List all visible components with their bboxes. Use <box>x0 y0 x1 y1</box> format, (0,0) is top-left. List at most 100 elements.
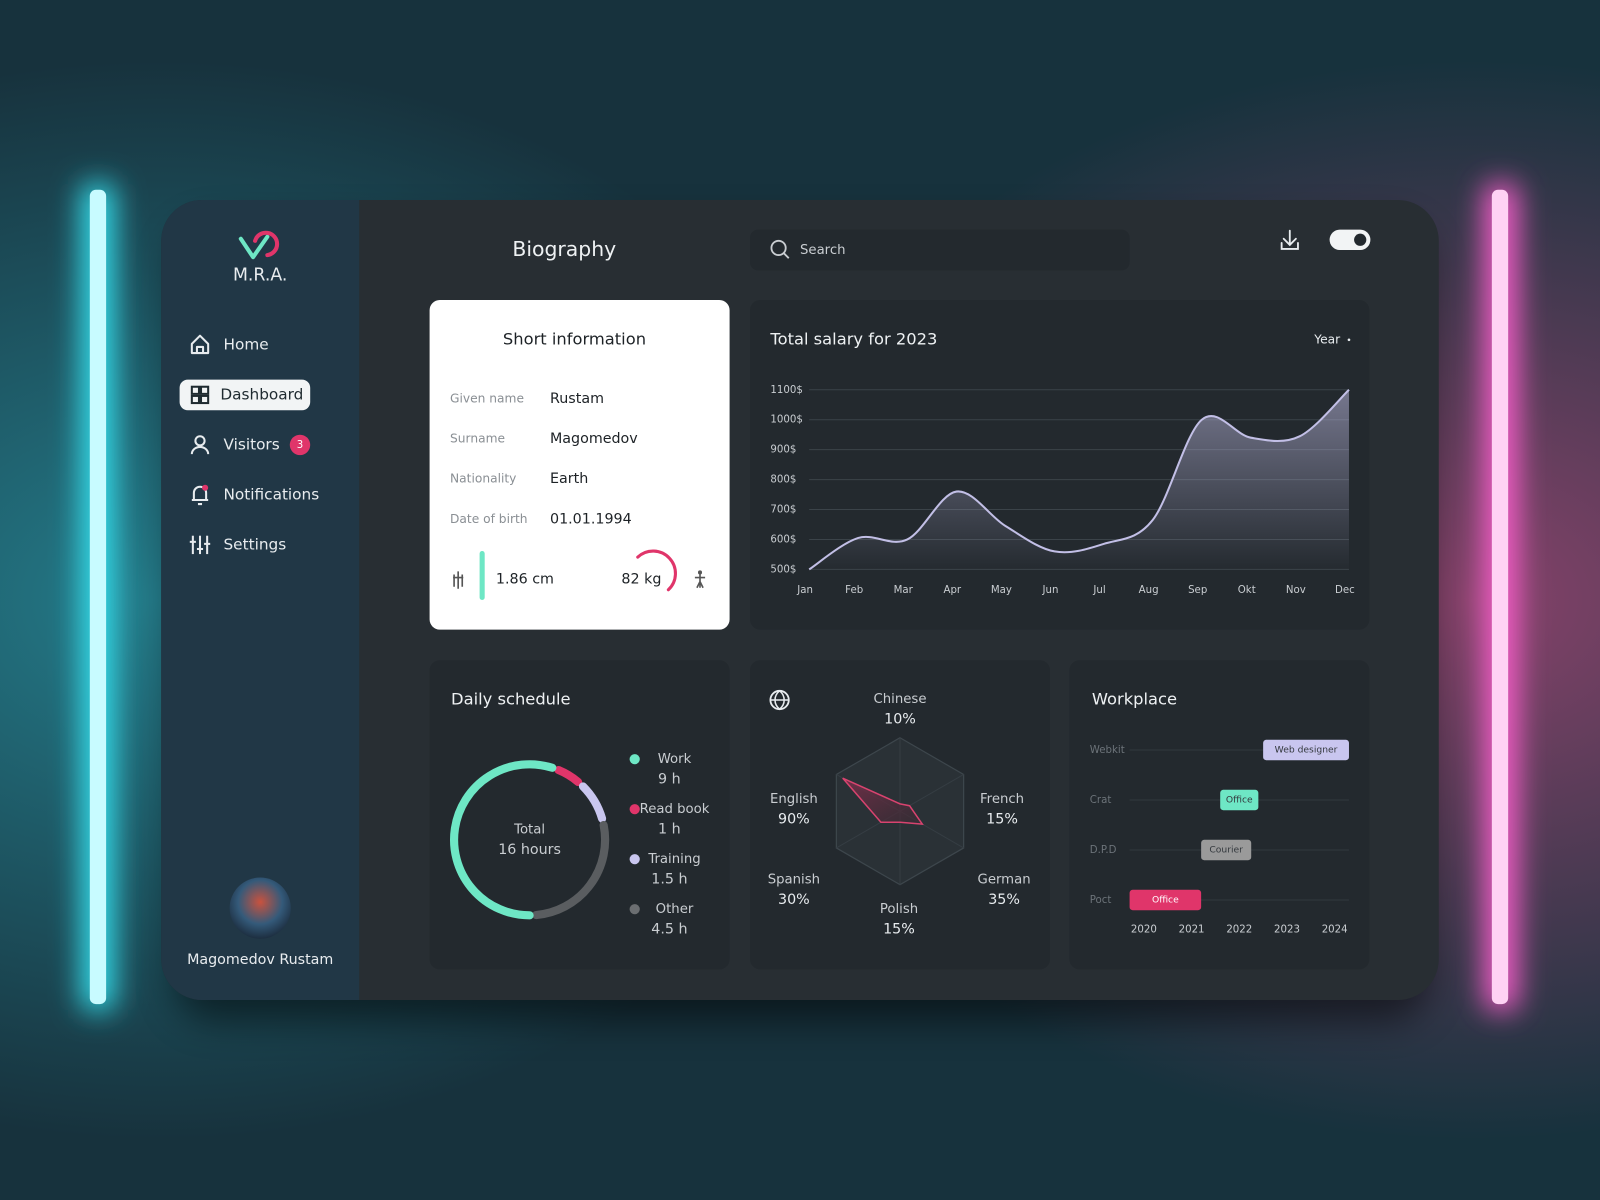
y-tick-label: 800$ <box>770 475 796 486</box>
period-label: Year <box>1313 332 1341 346</box>
home-icon <box>190 334 210 355</box>
donut-center-value: 16 hours <box>498 842 561 858</box>
search-field <box>750 229 1130 271</box>
period-selector[interactable]: Year <box>1313 332 1351 346</box>
nav-label: Notifications <box>223 485 319 503</box>
donut-segment <box>554 765 583 787</box>
page-title: Biography <box>512 237 616 261</box>
user-name: Magomedov Rustam <box>187 952 333 968</box>
y-tick-label: 1100$ <box>770 385 802 396</box>
language-value: 15% <box>883 922 915 938</box>
legend-name: Other <box>656 902 694 917</box>
y-tick-label: 900$ <box>770 445 796 456</box>
nav-active-pill <box>179 379 311 411</box>
nav-item[interactable]: Settings <box>189 535 286 555</box>
nav-item[interactable]: Home <box>190 334 269 355</box>
user-avatar <box>229 877 291 939</box>
bar-label: Office <box>1226 795 1253 806</box>
height-bar <box>479 551 485 600</box>
y-tick-label: 600$ <box>770 534 796 545</box>
language-value: 90% <box>778 811 810 827</box>
legend-value: 9 h <box>658 772 681 788</box>
legend-name: Read book <box>640 802 710 817</box>
legend-dot <box>629 904 640 915</box>
legend-name: Work <box>658 752 692 767</box>
pink-neon-tube <box>1491 189 1509 1005</box>
info-value: Earth <box>550 471 588 487</box>
x-tick-label: Jul <box>1092 585 1105 596</box>
language-value: 15% <box>986 811 1018 827</box>
height-icon <box>453 571 464 589</box>
search-icon <box>770 239 787 257</box>
timeline-bar <box>1220 789 1259 811</box>
info-value: Magomedov <box>550 431 638 447</box>
grid-icon-cell <box>190 385 200 395</box>
bar-label: Office <box>1152 895 1179 906</box>
weight-gauge <box>636 549 677 592</box>
language-name: Polish <box>880 902 918 917</box>
user-icon-body <box>190 445 210 455</box>
legend-value: 1 h <box>658 822 681 838</box>
language-value: 35% <box>988 892 1020 908</box>
salary-line <box>808 389 1350 571</box>
donut-segment <box>532 820 610 920</box>
donut-segment <box>450 760 557 920</box>
language-name: Spanish <box>768 873 820 888</box>
info-label: Nationality <box>450 472 516 486</box>
x-tick-label: Apr <box>944 585 962 596</box>
nav-label: Dashboard <box>220 385 303 403</box>
nav-item[interactable]: Notifications <box>191 484 319 506</box>
download-button[interactable] <box>1280 229 1299 250</box>
grid-icon-cell <box>190 394 200 405</box>
nav-label: Visitors <box>223 435 279 453</box>
short-info-card <box>429 300 730 630</box>
language-value: 30% <box>778 892 810 908</box>
info-label: Date of birth <box>450 512 528 526</box>
x-tick-label: Jun <box>1042 585 1059 596</box>
bar-label: Courier <box>1209 845 1243 856</box>
row-label: Poct <box>1090 895 1112 906</box>
nav-item[interactable]: Visitors 3 <box>190 434 311 456</box>
x-tick-label: 2022 <box>1226 925 1252 936</box>
content: M.R.A. Home Dashboard Visitors 3 Notification… <box>179 229 1371 970</box>
row-label: Crat <box>1090 795 1112 806</box>
grid-icon-cell <box>200 385 210 395</box>
timeline-bar <box>1201 839 1252 861</box>
theme-toggle[interactable] <box>1329 229 1371 250</box>
search-bar[interactable]: Search <box>750 229 1130 271</box>
x-tick-label: 2024 <box>1322 925 1348 936</box>
weight-icon-head <box>697 570 703 575</box>
x-tick-label: May <box>991 585 1012 596</box>
legend-value: 1.5 h <box>651 872 687 888</box>
period-caret <box>1347 338 1351 342</box>
x-tick-label: Mar <box>894 585 914 596</box>
weight-icon <box>694 573 706 589</box>
timeline-bar <box>1263 739 1349 761</box>
y-tick-label: 500$ <box>770 564 796 575</box>
cyan-neon-tube <box>89 189 107 1005</box>
card-title: Workplace <box>1092 690 1177 709</box>
bell-icon <box>191 485 209 506</box>
download-icon <box>1280 229 1299 250</box>
height-value: 1.86 cm <box>496 572 554 588</box>
info-value: 01.01.1994 <box>550 511 632 527</box>
nav-label: Home <box>223 335 268 353</box>
grid-icon-cell <box>200 394 210 405</box>
schedule-card <box>429 660 730 970</box>
bar-label: Web designer <box>1275 745 1338 756</box>
legend-dot <box>629 754 640 765</box>
x-tick-label: Dec <box>1335 585 1355 596</box>
radar-spoke <box>899 774 964 812</box>
legend-name: Training <box>647 852 700 867</box>
y-tick-label: 700$ <box>770 505 796 516</box>
legend-dot <box>629 854 640 865</box>
nav-item[interactable]: Dashboard <box>179 379 311 411</box>
x-tick-label: Sep <box>1188 585 1207 596</box>
salary-area <box>809 389 1349 570</box>
card-title: Short information <box>503 329 646 348</box>
donut-segment <box>578 782 607 823</box>
card-title: Total salary for 2023 <box>769 329 937 348</box>
legend-dot <box>629 804 640 815</box>
language-name: English <box>770 792 818 807</box>
